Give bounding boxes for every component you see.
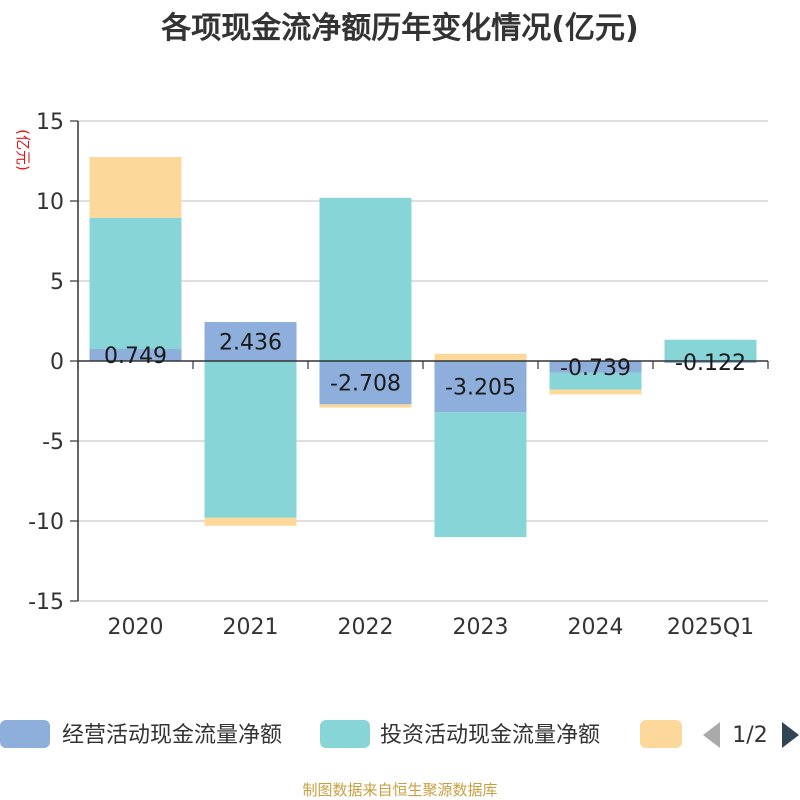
bar-segment [319,404,412,408]
data-label: -2.708 [330,372,401,397]
y-tick-label: 15 [36,110,64,135]
data-labels: 0.749 2.436 -2.708 -3.205 -0.739 -0.122 [104,331,746,401]
grid-lines [78,120,768,602]
legend: 经营活动现金流量净额 投资活动现金流量净额 1/2 [0,720,799,748]
bar-segment [549,389,642,395]
legend-label[interactable]: 经营活动现金流量净额 [62,723,282,748]
y-tick-label: -10 [28,510,64,535]
legend-swatch[interactable] [640,720,682,748]
legend-next-icon[interactable] [782,722,799,748]
bar-segment [204,322,297,361]
bar-segment [319,361,412,405]
y-tick-label: 5 [50,270,64,295]
bar-segment [89,217,182,350]
bar-segment [204,517,297,526]
data-label: 0.749 [104,344,167,369]
x-tick-label: 2020 [108,615,164,640]
bar-segment [664,361,757,363]
data-label: 2.436 [219,331,282,356]
legend-swatch[interactable] [0,720,50,748]
y-tick-label: -5 [42,430,64,455]
bar-segment [664,339,757,361]
bar-segment [549,361,642,373]
x-tick-label: 2024 [568,615,624,640]
x-tick-label: 2021 [223,615,279,640]
x-tick-label: 2022 [338,615,394,640]
bar-segment [549,372,642,390]
bar-segment [89,157,182,218]
data-label: -0.122 [675,351,746,376]
y-tick-label: 10 [36,190,64,215]
bar-segment [434,361,527,413]
bar-segment [434,353,527,361]
data-label: -0.739 [560,356,631,381]
x-tick-label: 2023 [453,615,509,640]
bar-segment [89,349,182,361]
axes: 15 10 5 0 -5 -10 -15 2020 2021 2022 2023 2024 2025Q1 [28,110,769,640]
legend-prev-icon[interactable] [703,722,720,748]
y-tick-label: -15 [28,590,64,615]
bar-segment [434,412,527,538]
x-tick-label: 2025Q1 [667,615,754,640]
legend-swatch[interactable] [320,720,370,748]
bars [89,157,757,538]
y-tick-label: 0 [50,350,64,375]
bar-segment [204,361,297,518]
y-axis-unit: (亿元) [14,129,32,171]
data-label: -3.205 [445,376,516,401]
data-source-note: 制图数据来自恒生聚源数据库 [302,781,497,799]
bar-segment [319,197,412,361]
chart-title: 各项现金流净额历年变化情况(亿元) [160,11,638,46]
legend-page-indicator: 1/2 [732,723,767,748]
legend-label[interactable]: 投资活动现金流量净额 [380,723,600,748]
